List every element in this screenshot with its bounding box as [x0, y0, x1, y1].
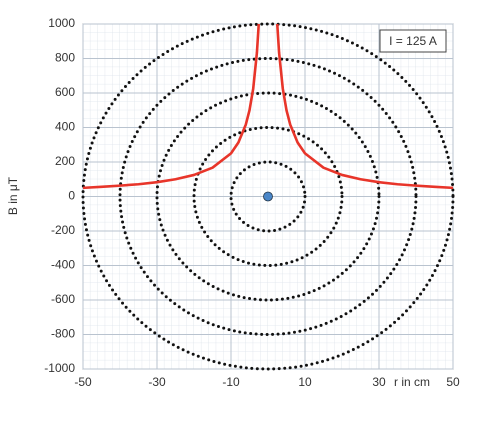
marks	[82, 23, 454, 190]
x-tick-label: 10	[298, 375, 312, 389]
x-tick-label: -50	[74, 375, 92, 389]
x-tick-label: -30	[148, 375, 166, 389]
y-tick-label: 1000	[48, 16, 75, 30]
field-line	[155, 91, 381, 302]
annotation-box	[379, 29, 447, 53]
wire	[263, 191, 273, 202]
annotation: I = 125 A	[389, 34, 437, 48]
y-tick-label: -1000	[44, 361, 75, 375]
field-line	[81, 22, 455, 371]
y-tick-label: 600	[55, 85, 75, 99]
y-tick-label: -400	[51, 258, 75, 272]
y-tick-label: -800	[51, 327, 75, 341]
x-tick-label: -10	[222, 375, 240, 389]
y-tick-label: 800	[55, 51, 75, 65]
field-lines	[81, 22, 455, 371]
y-tick-label: -600	[51, 292, 75, 306]
y-tick-label: -200	[51, 223, 75, 237]
x-axis-label: r in cm	[394, 375, 430, 389]
x-tick-label: 30	[372, 375, 386, 389]
x-tick-label: 50	[446, 375, 460, 389]
field-line	[229, 160, 307, 233]
field-line	[118, 57, 418, 336]
y-tick-label: 200	[55, 154, 75, 168]
y-tick-label: 400	[55, 120, 75, 134]
data-line	[82, 23, 454, 190]
y-tick-label: 0	[68, 189, 75, 203]
y-axis-label: B in μT	[6, 176, 20, 215]
field-line	[192, 126, 344, 267]
